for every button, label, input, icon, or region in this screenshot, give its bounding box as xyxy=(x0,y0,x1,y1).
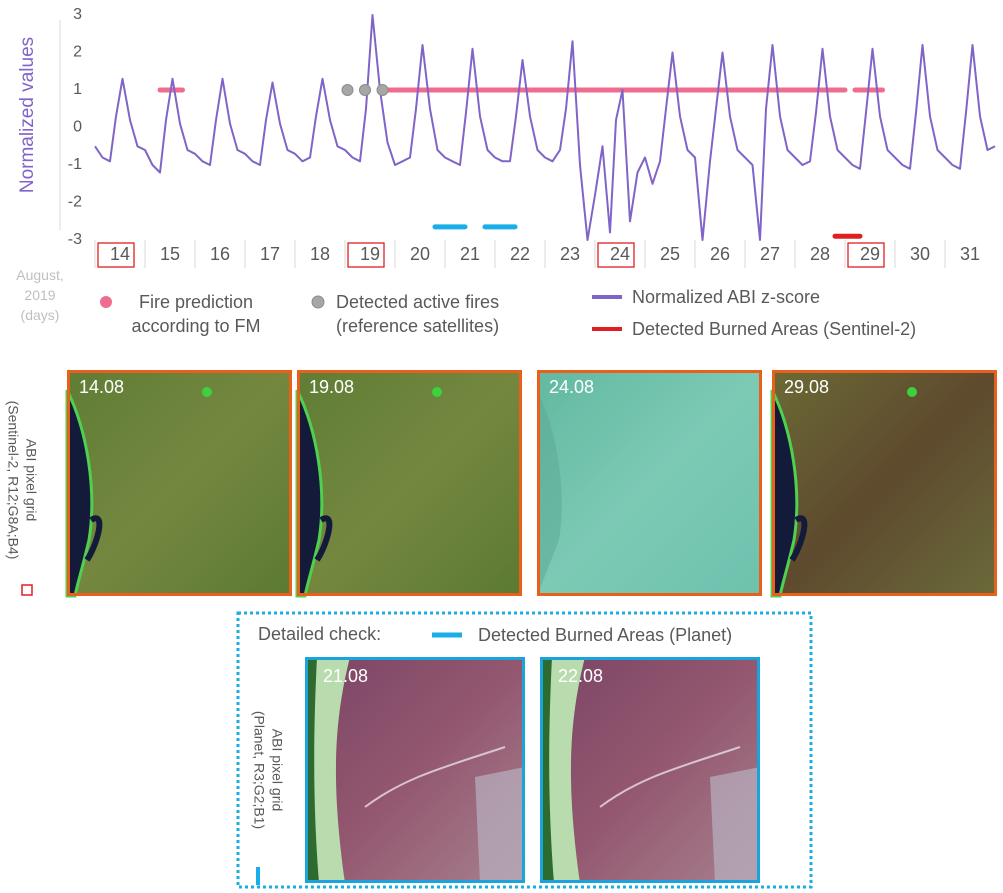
x-tick-label: 15 xyxy=(160,244,180,264)
point xyxy=(377,85,388,96)
vegetation xyxy=(907,387,917,397)
figure: Normalized values ABI pixel grid (Sentin… xyxy=(0,0,1003,893)
point xyxy=(342,85,353,96)
panel-label: ABI pixel grid xyxy=(23,439,39,521)
legend-label: Detected Burned Areas (Planet) xyxy=(478,623,808,647)
x-tick-label: 30 xyxy=(910,244,930,264)
image-date: 29.08 xyxy=(784,377,829,397)
satellite-image: 22.08 xyxy=(540,657,760,883)
vegetation xyxy=(432,387,442,397)
x-tick-label: 20 xyxy=(410,244,430,264)
bare-area xyxy=(475,767,525,883)
satellite-image: 24.08 xyxy=(537,370,762,596)
image-date: 24.08 xyxy=(549,377,594,397)
y-tick-label: 2 xyxy=(73,44,82,61)
y-axis-label: Normalized values xyxy=(17,37,38,193)
x-tick-label: 29 xyxy=(860,244,880,264)
panel-label: (Sentinel-2, R12;G8A;B4) xyxy=(5,401,21,560)
legend-label: Fire prediction according to FM xyxy=(116,290,276,338)
x-tick-label: 16 xyxy=(210,244,230,264)
image-fill xyxy=(297,370,522,596)
panel-label: ABI pixel grid xyxy=(269,729,285,811)
y-tick-label: -3 xyxy=(68,231,82,248)
bare-area xyxy=(710,767,760,883)
x-tick-label: 25 xyxy=(660,244,680,264)
legend-label: Normalized ABI z-score xyxy=(632,285,1002,309)
point xyxy=(360,85,371,96)
y-tick-label: -1 xyxy=(68,156,82,173)
y-tick-label: 1 xyxy=(73,81,82,98)
x-tick-label: 21 xyxy=(460,244,480,264)
y-tick-label: 3 xyxy=(73,6,82,23)
legend-square xyxy=(22,585,32,595)
x-tick-label: 22 xyxy=(510,244,530,264)
satellite-image: 21.08 xyxy=(305,657,525,883)
panel-label: (Planet, R3;G2;B1) xyxy=(251,711,267,829)
image-fill xyxy=(772,370,997,596)
x-tick-label: 27 xyxy=(760,244,780,264)
legend-label: Detected active fires (reference satelli… xyxy=(336,290,556,338)
chart: Normalized values ABI pixel grid (Sentin… xyxy=(0,0,1003,893)
line-series xyxy=(95,15,995,240)
detail-title: Detailed check: xyxy=(258,624,381,644)
x-tick-label: 18 xyxy=(310,244,330,264)
vegetation xyxy=(202,387,212,397)
sentinel-panel: ABI pixel grid (Sentinel-2, R12;G8A;B4) xyxy=(5,401,39,595)
legend-label: Detected Burned Areas (Sentinel-2) xyxy=(632,317,1002,341)
satellite-image: 14.08 xyxy=(67,370,292,596)
image-fill xyxy=(67,370,292,596)
image-date: 14.08 xyxy=(79,377,124,397)
satellite-image: 19.08 xyxy=(297,370,522,596)
x-axis-label: August, 2019 (days) xyxy=(4,265,76,325)
x-tick-label: 28 xyxy=(810,244,830,264)
legend-marker xyxy=(100,296,112,308)
x-tick-label: 23 xyxy=(560,244,580,264)
legend-marker xyxy=(312,296,324,308)
y-tick-label: 0 xyxy=(73,119,82,136)
x-tick-label: 14 xyxy=(110,244,130,264)
image-date: 19.08 xyxy=(309,377,354,397)
x-tick-label: 24 xyxy=(610,244,630,264)
satellite-image: 29.08 xyxy=(772,370,997,596)
x-tick-label: 19 xyxy=(360,244,380,264)
image-date: 22.08 xyxy=(558,666,603,686)
image-date: 21.08 xyxy=(323,666,368,686)
x-tick-label: 26 xyxy=(710,244,730,264)
y-tick-label: -2 xyxy=(68,194,82,211)
image-fill xyxy=(537,370,762,596)
x-tick-label: 17 xyxy=(260,244,280,264)
x-tick-label: 31 xyxy=(960,244,980,264)
